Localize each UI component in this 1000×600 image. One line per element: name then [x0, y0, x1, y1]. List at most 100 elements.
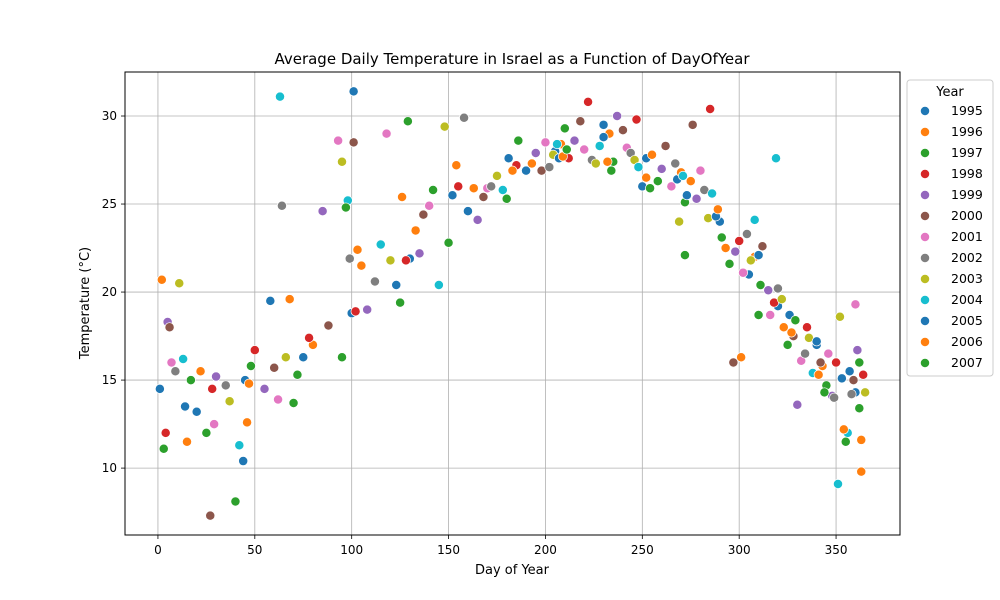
point-2003 — [590, 158, 601, 169]
point-2000 — [815, 357, 826, 368]
point-1996 — [647, 149, 657, 160]
point-2007 — [340, 202, 351, 213]
point-2007 — [245, 361, 256, 371]
point-2006 — [352, 244, 363, 255]
point-2004 — [552, 139, 563, 150]
point-1999 — [211, 371, 222, 382]
point-2004 — [375, 239, 386, 250]
point-2005 — [391, 280, 402, 290]
chart-title: Average Daily Temperature in Israel as a… — [274, 50, 750, 68]
point-1998 — [400, 255, 411, 266]
legend-marker-2000 — [920, 211, 930, 221]
point-1997 — [158, 443, 169, 454]
point-2002 — [670, 158, 681, 169]
point-2000 — [269, 362, 280, 373]
point-2004 — [594, 140, 605, 151]
point-2005 — [180, 401, 191, 412]
point-2002 — [741, 229, 752, 239]
point-2002 — [486, 181, 497, 192]
point-2002 — [220, 380, 231, 391]
point-2006 — [182, 436, 192, 447]
point-2003 — [674, 216, 685, 227]
legend-marker-2001 — [920, 232, 930, 242]
point-1997 — [724, 258, 735, 269]
point-2007 — [402, 116, 413, 127]
point-2006 — [813, 369, 824, 380]
point-1996 — [244, 378, 254, 389]
point-2005 — [681, 190, 692, 201]
point-2004 — [178, 354, 189, 364]
point-2007 — [790, 315, 801, 326]
legend-marker-1997 — [920, 148, 930, 158]
point-1999 — [763, 285, 774, 296]
y-tick-label: 25 — [102, 197, 117, 211]
point-1998 — [583, 96, 594, 107]
point-1996 — [778, 322, 789, 333]
point-2001 — [273, 394, 284, 405]
point-1999 — [472, 214, 483, 225]
legend-label-1998: 1998 — [951, 166, 983, 181]
point-2004 — [633, 162, 644, 173]
y-tick-label: 20 — [102, 285, 117, 299]
legend-label-1997: 1997 — [951, 145, 983, 160]
legend-label-2007: 2007 — [951, 355, 983, 370]
point-2006 — [507, 165, 518, 176]
point-2007 — [716, 232, 727, 243]
legend-label-2005: 2005 — [951, 313, 983, 328]
legend-items: 1995 1996 1997 1998 1999 2000 2001 2002 2003 2004… — [920, 103, 983, 370]
point-2005 — [836, 373, 847, 384]
point-1998 — [802, 322, 812, 333]
legend-label-2000: 2000 — [951, 208, 983, 223]
point-2000 — [757, 241, 768, 252]
axes: 0 50 100 150 200 250 300 350 10 15 20 25 30 — [102, 109, 848, 557]
point-1998 — [734, 236, 745, 246]
point-2007 — [185, 375, 196, 386]
point-1997 — [652, 176, 663, 187]
legend-marker-2002 — [920, 253, 930, 263]
point-1997 — [443, 237, 454, 248]
legend-label-2001: 2001 — [951, 229, 983, 244]
x-tick-label: 350 — [825, 543, 848, 557]
point-2004 — [234, 440, 245, 451]
point-1996 — [356, 260, 367, 271]
legend-marker-2005 — [920, 316, 930, 326]
point-1999 — [612, 111, 623, 121]
point-2004 — [771, 153, 781, 164]
point-2007 — [561, 144, 572, 155]
point-1998 — [304, 332, 315, 343]
point-1996 — [410, 225, 421, 236]
point-1998 — [249, 345, 260, 356]
point-1997 — [201, 427, 212, 438]
point-1996 — [720, 243, 731, 253]
y-tick-label: 10 — [102, 461, 117, 475]
y-tick-label: 30 — [102, 109, 117, 123]
point-2005 — [844, 366, 855, 377]
point-2000 — [348, 137, 359, 148]
point-2007 — [854, 357, 865, 368]
point-2006 — [838, 424, 849, 435]
point-2007 — [513, 135, 524, 146]
point-1995 — [191, 406, 202, 417]
point-2001 — [540, 137, 551, 148]
point-2005 — [265, 295, 276, 306]
legend-title: Year — [935, 85, 964, 100]
point-1998 — [160, 427, 171, 438]
legend-marker-2007 — [920, 358, 930, 368]
point-1998 — [858, 369, 869, 380]
point-2006 — [712, 204, 723, 215]
point-2007 — [292, 369, 303, 380]
y-axis-label: Temperature (°C) — [78, 247, 93, 360]
point-1997 — [230, 496, 241, 507]
point-2005 — [753, 250, 764, 261]
point-1996 — [526, 158, 537, 169]
point-2000 — [687, 119, 698, 130]
point-2001 — [579, 144, 590, 155]
point-1995 — [598, 119, 609, 130]
legend-marker-1999 — [920, 190, 930, 200]
point-2006 — [451, 160, 462, 171]
point-2003 — [280, 352, 291, 363]
point-2001 — [381, 128, 392, 139]
point-2006 — [397, 192, 408, 202]
point-1997 — [395, 297, 406, 308]
gridlines — [125, 72, 900, 535]
